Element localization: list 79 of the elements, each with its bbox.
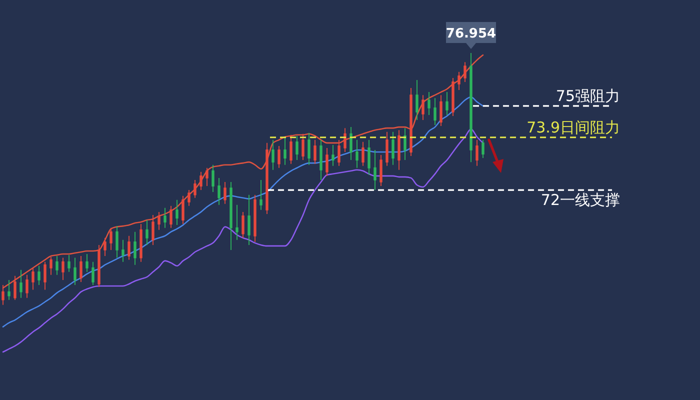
candlestick [380, 154, 382, 186]
candlestick [134, 231, 136, 266]
candlestick [266, 142, 268, 214]
candlestick [386, 131, 388, 166]
candlestick [254, 194, 256, 242]
candlestick [296, 135, 298, 161]
candlestick [392, 131, 394, 166]
candlestick [248, 194, 250, 246]
candlestick [104, 237, 106, 256]
candlestick [242, 211, 244, 238]
candlestick [92, 261, 94, 286]
ref-line-label: 72一线支撑 [540, 191, 620, 210]
candlestick [236, 204, 238, 240]
candlestick [290, 134, 292, 164]
candlestick [74, 257, 76, 286]
candlestick [200, 171, 202, 190]
candlestick [80, 256, 82, 282]
candlestick [374, 150, 376, 190]
candlestick [164, 207, 166, 228]
candlestick [464, 62, 466, 82]
candlestick [38, 265, 40, 286]
candlestick [404, 128, 406, 161]
candlestick [158, 211, 160, 230]
candlestick [350, 126, 352, 161]
candlestick [446, 92, 448, 116]
candlestick [116, 226, 118, 258]
candlestick [416, 80, 418, 120]
candlestick [20, 269, 22, 298]
ref-line-label: 73.9日间阻力 [526, 118, 620, 136]
ref-line-label: 75强阻力 [556, 86, 620, 105]
candlestick [212, 164, 214, 192]
candlestick [338, 139, 340, 166]
candlestick [128, 235, 130, 260]
candlestick [452, 77, 454, 116]
candlestick [62, 257, 64, 280]
candlestick [332, 144, 334, 166]
candlestick [122, 239, 124, 262]
candlestick [218, 177, 220, 206]
candlestick [440, 94, 442, 126]
candlestick [422, 94, 424, 120]
candlestick [50, 256, 52, 276]
candlestick [110, 227, 112, 250]
candlestick [326, 148, 328, 176]
candlestick [272, 139, 274, 170]
candlestick [146, 220, 148, 246]
candlestick [314, 139, 316, 164]
candlestick [176, 199, 178, 226]
candlestick [434, 98, 436, 126]
candlestick [230, 182, 232, 250]
candlestick [188, 190, 190, 206]
candlestick [140, 224, 142, 262]
candlestick [182, 195, 184, 224]
candlestick [428, 92, 430, 116]
candlestick [152, 214, 154, 246]
candlestick [260, 180, 262, 210]
candlestick [368, 139, 370, 176]
candlestick [284, 137, 286, 166]
candlestick [224, 182, 226, 204]
candlestick [398, 130, 400, 170]
candlestick [302, 133, 304, 161]
annotation: 76.954 [446, 26, 496, 42]
candlestick [410, 88, 412, 156]
candlestick [278, 146, 280, 168]
candlestick [170, 205, 172, 228]
candlestick [68, 254, 70, 272]
candlestick [320, 139, 322, 180]
candlestick [482, 139, 484, 158]
candlestick [470, 52, 472, 163]
candlestick [56, 256, 58, 276]
candlestick [308, 132, 310, 166]
candlestick [26, 274, 28, 298]
candlestick [8, 280, 10, 300]
candlestick [458, 71, 460, 90]
candlestick [86, 254, 88, 272]
candlestick [362, 141, 364, 166]
candlestick [356, 139, 358, 168]
candlestick [206, 167, 208, 186]
candlestick [476, 139, 478, 166]
candlestick [194, 180, 196, 198]
